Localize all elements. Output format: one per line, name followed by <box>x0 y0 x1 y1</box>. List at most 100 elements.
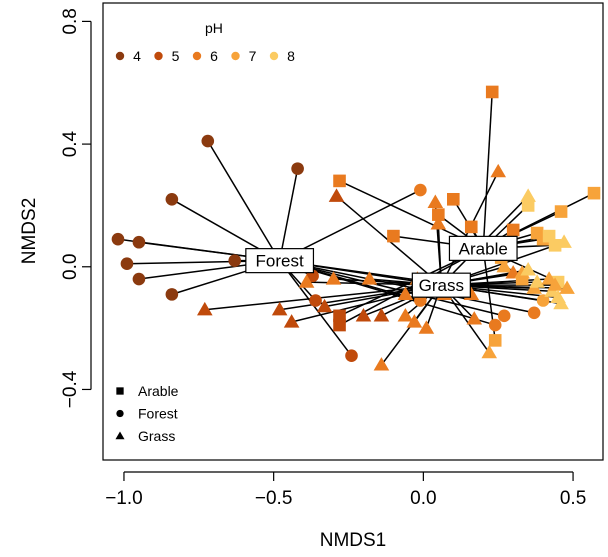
point-grass-10 <box>373 357 390 371</box>
point-arable-1 <box>333 174 346 188</box>
x-axis-title: NMDS1 <box>320 530 387 551</box>
point-grass-12 <box>397 308 414 322</box>
point-grass-5 <box>325 271 342 285</box>
point-grass-17 <box>427 194 444 208</box>
point-grass-6 <box>328 188 345 202</box>
shape-legend-marker-grass <box>115 431 125 440</box>
centroid-box-grass <box>411 272 471 298</box>
point-forest-12 <box>414 183 427 197</box>
shape-legend-label-grass: Grass <box>138 428 175 444</box>
point-arable-18 <box>554 205 568 218</box>
point-grass-24 <box>496 258 512 273</box>
point-arable-19 <box>587 186 601 200</box>
ph-legend-label-7: 7 <box>249 48 257 64</box>
point-grass-28 <box>520 262 536 276</box>
ph-legend-dot-4 <box>115 51 125 61</box>
ph-legend-dot-6 <box>192 51 202 61</box>
point-grass-23 <box>490 163 507 178</box>
point-forest-5 <box>165 288 179 301</box>
point-forest-1 <box>120 257 134 271</box>
point-forest-6 <box>201 134 215 148</box>
x-tick-label: −0.5 <box>255 488 293 509</box>
point-forest-8 <box>291 162 304 175</box>
connector-line-forest <box>279 260 353 357</box>
point-grass-7 <box>355 308 372 322</box>
point-forest-3 <box>132 272 146 286</box>
point-grass-4 <box>316 298 333 313</box>
shape-legend-label-arable: Arable <box>138 383 179 399</box>
ph-legend-dot-8 <box>269 51 279 61</box>
connector-line-forest <box>207 140 281 262</box>
point-grass-13 <box>406 314 423 328</box>
point-grass-27 <box>520 188 536 202</box>
point-grass-30 <box>529 274 545 288</box>
point-forest-7 <box>228 254 242 267</box>
connector-line-forest <box>279 259 535 314</box>
point-forest-16 <box>497 309 511 323</box>
x-tick-label: 0.0 <box>410 488 436 509</box>
centroid-label-forest: Forest <box>256 252 304 271</box>
y-tick-label: 0.8 <box>60 8 81 34</box>
group-centroid-labels: Forest Arable Grass <box>245 235 518 298</box>
centroid-box-forest <box>245 248 315 274</box>
ph-legend-dot-5 <box>154 51 163 61</box>
point-grass-21 <box>466 311 483 325</box>
y-tick-label: −0.4 <box>60 370 81 408</box>
ph-legend-title: pH <box>205 20 223 36</box>
y-axis: −0.4 0.0 0.4 0.8 <box>60 8 92 408</box>
point-grass-22 <box>481 344 498 359</box>
plot-frame <box>102 2 604 461</box>
shape-legend-label-forest: Forest <box>138 406 178 422</box>
point-arable-10 <box>506 223 520 237</box>
connector-lines <box>117 91 595 366</box>
point-grass-0 <box>196 301 213 316</box>
point-forest-18 <box>536 294 550 307</box>
ph-legend-label-6: 6 <box>210 48 218 64</box>
ph-legend-dot-7 <box>231 51 240 61</box>
connector-line-forest <box>278 168 299 261</box>
point-grass-35 <box>556 234 572 248</box>
ph-legend-label-8: 8 <box>287 48 295 64</box>
point-forest-11 <box>345 349 358 363</box>
point-forest-2 <box>132 235 146 249</box>
centroid-box-arable <box>448 235 518 261</box>
point-grass-37 <box>541 271 557 285</box>
y-tick-label: 0.0 <box>60 254 81 280</box>
land-use-shape-legend: Arable Forest Grass <box>115 383 179 444</box>
point-arable-5 <box>432 208 445 221</box>
point-arable-0 <box>485 85 499 99</box>
point-grass-18 <box>430 216 447 230</box>
point-forest-10 <box>309 294 322 307</box>
point-forest-15 <box>488 318 502 332</box>
y-tick-label: 0.4 <box>60 130 81 157</box>
connector-line-arable <box>482 91 493 249</box>
x-axis: −1.0 −0.5 0.0 0.5 <box>105 471 586 509</box>
shape-legend-marker-forest <box>116 409 124 418</box>
point-grass-1 <box>271 301 288 316</box>
connector-line-grass <box>204 284 442 311</box>
point-grass-15 <box>418 320 435 334</box>
point-forest-0 <box>111 232 125 246</box>
centroid-label-arable: Arable <box>459 239 508 258</box>
x-tick-label: 0.5 <box>560 488 586 509</box>
point-arable-6 <box>446 192 460 206</box>
point-arable-16 <box>548 239 562 252</box>
point-arable-12 <box>521 199 535 212</box>
point-grass-3 <box>298 274 315 288</box>
point-arable-7 <box>464 220 478 234</box>
point-forest-4 <box>165 192 179 206</box>
point-arable-8 <box>488 334 502 347</box>
point-grass-8 <box>361 271 378 285</box>
point-grass-36 <box>559 280 575 294</box>
ph-legend-label-5: 5 <box>172 48 180 64</box>
point-grass-34 <box>553 295 569 310</box>
shape-legend-marker-arable <box>116 387 124 395</box>
y-axis-title: NMDS2 <box>19 198 40 265</box>
point-forest-17 <box>527 306 541 320</box>
point-grass-9 <box>373 308 390 322</box>
point-grass-2 <box>283 314 300 328</box>
ph-color-legend: pH 4 5 6 7 8 <box>115 20 295 64</box>
ph-legend-label-4: 4 <box>133 48 141 64</box>
point-arable-4 <box>387 229 400 243</box>
